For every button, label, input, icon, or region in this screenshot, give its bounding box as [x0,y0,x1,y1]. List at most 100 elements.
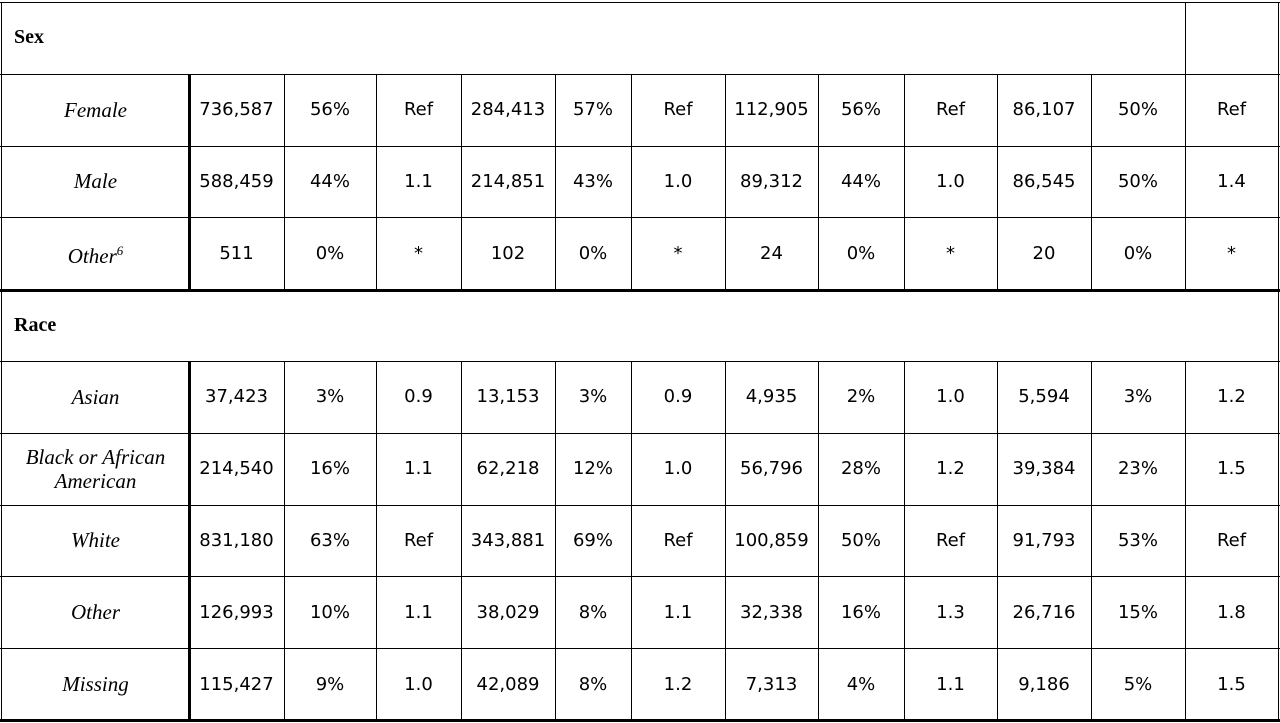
cell: 24 [760,242,783,264]
cell: 284,413 [470,99,546,121]
rule [1091,648,1092,720]
rule [461,504,462,577]
cell: Ref [935,529,966,551]
cell: 43% [572,170,613,192]
cell: 38,029 [476,601,540,623]
cell: 9,186 [1018,673,1070,695]
cell: 86,545 [1012,170,1076,192]
label-text: Other6 [67,242,124,268]
label-text: White [71,528,120,553]
rule [1185,504,1186,577]
cell: 0% [315,242,345,264]
rule [997,217,998,290]
cell: 102 [490,242,526,264]
rule [904,432,905,505]
cell: * [1227,242,1236,264]
cell: 0.9 [663,386,693,408]
rule [1091,217,1092,290]
rule [1278,2,1279,720]
cell: 69% [572,529,613,551]
cell: 32,338 [740,601,803,623]
cell: 1.0 [936,386,965,408]
cell: 588,459 [199,170,274,192]
rule [1185,145,1186,218]
rule [818,648,819,720]
rule [631,361,632,433]
cell: 89,312 [740,170,803,192]
rule [555,648,556,720]
cell: 1.1 [404,601,433,623]
row-label: Other [2,576,189,648]
cell: Ref [403,99,434,121]
cell: 1.1 [404,458,433,480]
rule [1185,73,1186,146]
section-title: Race [14,313,57,336]
row-label: Missing [2,648,189,720]
cell: 0% [846,242,876,264]
footnote-mark: 6 [116,242,124,258]
cell: 20 [1032,242,1056,264]
cell: 8% [578,601,608,623]
row-label: Asian [2,361,189,433]
cell: Ref [1216,529,1247,551]
cell: 50% [840,529,881,551]
rule [1091,145,1092,218]
rule [461,217,462,290]
rule [1,2,2,720]
cell: 16% [309,458,350,480]
cell: 28% [840,458,881,480]
cell: 5,594 [1018,386,1070,408]
rule [555,217,556,290]
rule [725,361,726,433]
rule [188,432,191,505]
label-text: Asian [71,384,120,409]
rule [376,648,377,720]
rule [0,719,1280,722]
cell: 1.2 [663,673,693,695]
rule [461,648,462,720]
rule [1091,576,1092,649]
cell: 1.3 [936,601,965,623]
cell: 16% [840,601,881,623]
cell: 10% [309,601,350,623]
cell: 4,935 [745,386,798,408]
rule [631,504,632,577]
rule [0,648,1280,650]
rule [188,217,191,290]
rule [0,576,1280,578]
rule [284,145,285,218]
rule [904,217,905,290]
rule [555,504,556,577]
cell: 1.2 [1217,386,1246,408]
cell: Ref [1216,99,1247,121]
label-text: Black or African American [25,444,166,493]
cell: 1.4 [1217,170,1246,192]
rule [725,73,726,146]
cell: 62,218 [476,458,540,480]
cell: 1.1 [936,673,965,695]
cell: Ref [663,529,693,551]
rule [725,432,726,505]
cell: 0% [578,242,608,264]
rule [997,145,998,218]
label-text: Female [64,97,127,122]
rule [555,576,556,649]
row-label: White [2,505,189,577]
rule [1185,432,1186,505]
rule [461,576,462,649]
section-title: Sex [14,26,44,49]
cell: 112,905 [734,99,809,121]
cell: 1.0 [404,673,433,695]
rule [284,217,285,290]
rule [904,504,905,577]
rule [555,73,556,146]
cell: 1.8 [1217,601,1246,623]
cell: 56% [309,99,350,121]
rule [284,648,285,720]
cell: 53% [1117,529,1158,551]
cell: 13,153 [476,386,540,408]
rule [555,145,556,218]
rule [631,73,632,146]
cell: 1.0 [663,458,693,480]
